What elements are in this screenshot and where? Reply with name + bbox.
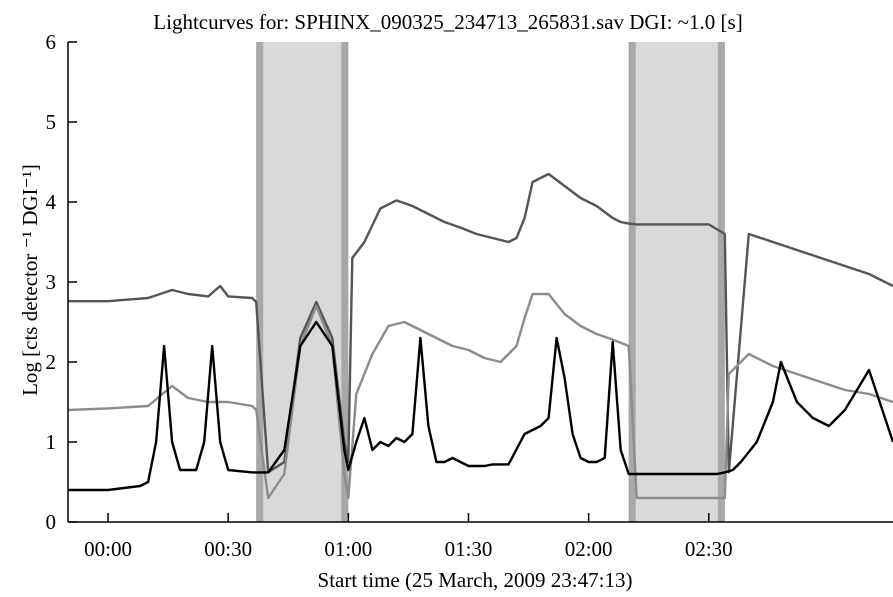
y-tick-label: 1 <box>46 430 57 454</box>
data-gap-shading <box>256 42 725 522</box>
ticks: 0 1 2 3 4 5 6 00:00 00:30 01:00 01:30 02:00 02:30 <box>46 30 733 561</box>
x-axis-label: Start time (25 March, 2009 23:47:13) <box>318 568 633 592</box>
y-tick-label: 4 <box>46 190 57 214</box>
x-tick-label: 00:30 <box>204 537 252 561</box>
chart-title: Lightcurves for: SPHINX_090325_234713_26… <box>153 10 742 34</box>
series-line-3 <box>68 320 893 492</box>
y-tick-label: 0 <box>46 510 57 534</box>
x-tick-label: 01:00 <box>324 537 372 561</box>
series-line-1 <box>68 172 893 474</box>
y-tick-label: 5 <box>46 110 57 134</box>
y-axis-label: Log [cts detector ⁻¹ DGI⁻¹] <box>18 164 42 396</box>
shaded-interval-edge-left-2 <box>628 42 636 522</box>
x-tick-label: 01:30 <box>445 537 493 561</box>
series-group <box>67 172 893 500</box>
y-tick-label: 2 <box>46 350 57 374</box>
y-tick-label: 6 <box>46 30 57 54</box>
shaded-interval-1 <box>256 42 349 522</box>
shaded-interval-edge-left-1 <box>256 42 264 522</box>
series-line-2 <box>67 292 893 500</box>
shaded-interval-edge-right-1 <box>341 42 349 522</box>
shaded-interval-edge-right-2 <box>717 42 725 522</box>
x-tick-label: 00:00 <box>84 537 132 561</box>
shaded-interval-2 <box>628 42 725 522</box>
x-tick-label: 02:00 <box>565 537 613 561</box>
x-tick-label: 02:30 <box>685 537 733 561</box>
y-tick-label: 3 <box>46 270 57 294</box>
axes <box>67 42 893 523</box>
